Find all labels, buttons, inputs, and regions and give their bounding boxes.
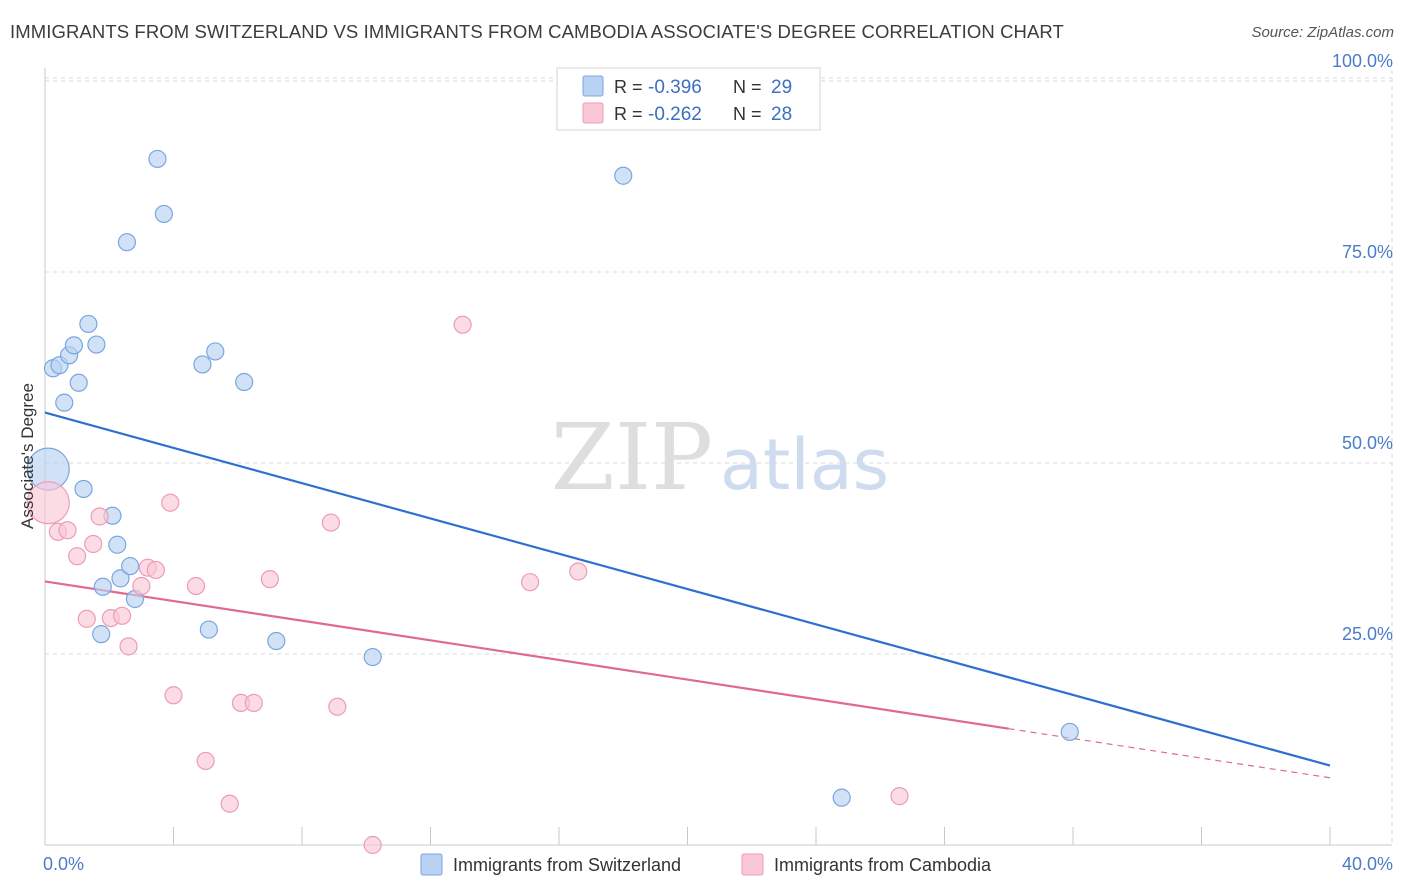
y-tick-label-50: 50.0% (1342, 433, 1393, 453)
point-switzerland-27 (832, 788, 851, 807)
legend-n-value-1: 29 (771, 77, 792, 98)
y-tick-labels: 25.0% 50.0% 75.0% 100.0% (1332, 51, 1393, 644)
point-cambodia-3 (68, 547, 87, 566)
point-cambodia-27 (890, 787, 909, 806)
point-switzerland-16 (121, 557, 140, 576)
point-cambodia-20 (260, 570, 279, 589)
point-switzerland-15 (117, 233, 137, 252)
point-cambodia-13 (161, 493, 180, 512)
y-tick-label-100: 100.0% (1332, 51, 1393, 71)
point-cambodia-5 (84, 534, 103, 554)
point-switzerland-23 (235, 372, 254, 392)
legend-bottom-swatch-switzerland (420, 853, 443, 876)
legend-series: Immigrants from Switzerland Immigrants f… (420, 853, 992, 876)
point-switzerland-5 (64, 336, 84, 355)
point-cambodia-9 (119, 637, 138, 656)
point-switzerland-22 (206, 342, 225, 361)
y-tick-label-25: 25.0% (1342, 624, 1393, 644)
watermark-zip: ZIP (551, 404, 713, 511)
point-cambodia-16 (196, 751, 215, 771)
point-cambodia-8 (112, 606, 132, 625)
point-switzerland-28 (1060, 722, 1079, 742)
y-axis-title: Associate's Degree (18, 383, 37, 529)
trend-lines (44, 411, 1331, 779)
x-tick-label-40: 40.0% (1342, 854, 1393, 874)
legend-n-value-2: 28 (771, 104, 792, 125)
legend-n-label-1: N = (733, 77, 762, 97)
legend-r-label-2: R = (614, 104, 643, 124)
point-cambodia-23 (363, 835, 382, 855)
legend-r-label-1: R = (614, 77, 643, 97)
point-cambodia-14 (164, 686, 183, 705)
legend-stats: R = -0.396 N = 29 R = -0.262 N = 28 (556, 67, 821, 131)
point-cambodia-2 (58, 521, 77, 540)
point-switzerland-7 (74, 479, 93, 499)
chart-title: IMMIGRANTS FROM SWITZERLAND VS IMMIGRANT… (10, 21, 1064, 42)
point-switzerland-6 (69, 373, 88, 392)
point-cambodia-0 (26, 481, 70, 525)
point-cambodia-15 (186, 576, 206, 596)
point-cambodia-19 (244, 693, 263, 712)
point-switzerland-20 (193, 355, 212, 374)
data-points (26, 149, 1079, 855)
legend-r-value-1: -0.396 (648, 77, 702, 98)
legend-swatch-cambodia (582, 102, 604, 124)
point-switzerland-24 (267, 631, 286, 651)
legend-r-value-2: -0.262 (648, 104, 702, 125)
point-switzerland-13 (108, 535, 127, 554)
point-cambodia-24 (453, 315, 472, 334)
x-tick-label-0: 0.0% (43, 854, 84, 874)
axes (44, 68, 1392, 846)
point-cambodia-17 (220, 794, 239, 813)
point-switzerland-26 (614, 166, 633, 185)
point-cambodia-25 (520, 573, 540, 592)
point-switzerland-11 (93, 577, 112, 596)
point-switzerland-10 (92, 625, 111, 644)
source-credit: Source: ZipAtlas.com (1251, 24, 1394, 41)
grid-lines (45, 70, 1393, 845)
x-tick-labels: 0.0% 40.0% (43, 854, 1393, 874)
point-switzerland-25 (363, 647, 382, 667)
point-cambodia-12 (146, 560, 165, 580)
point-switzerland-18 (148, 149, 167, 169)
point-cambodia-6 (90, 507, 109, 526)
watermark-atlas: atlas (720, 424, 889, 506)
point-cambodia-26 (569, 562, 588, 581)
point-switzerland-14 (111, 569, 130, 588)
trend-line-cambodia (44, 580, 1009, 730)
trend-line-switzerland (44, 411, 1331, 767)
legend-n-label-2: N = (733, 104, 762, 124)
legend-bottom-swatch-cambodia (741, 853, 764, 876)
legend-bottom-label-cambodia: Immigrants from Cambodia (774, 855, 992, 875)
point-switzerland-3 (55, 393, 74, 412)
point-cambodia-4 (77, 609, 96, 628)
point-switzerland-8 (79, 314, 98, 334)
point-cambodia-21 (321, 513, 341, 532)
point-switzerland-9 (87, 335, 106, 354)
point-switzerland-19 (154, 204, 173, 224)
legend-bottom-label-switzerland: Immigrants from Switzerland (453, 855, 681, 875)
watermark: ZIP atlas (551, 404, 889, 511)
legend-swatch-switzerland (582, 75, 604, 97)
point-switzerland-21 (199, 620, 218, 639)
point-cambodia-10 (132, 576, 151, 596)
y-tick-label-75: 75.0% (1342, 242, 1393, 262)
point-cambodia-22 (328, 697, 347, 716)
